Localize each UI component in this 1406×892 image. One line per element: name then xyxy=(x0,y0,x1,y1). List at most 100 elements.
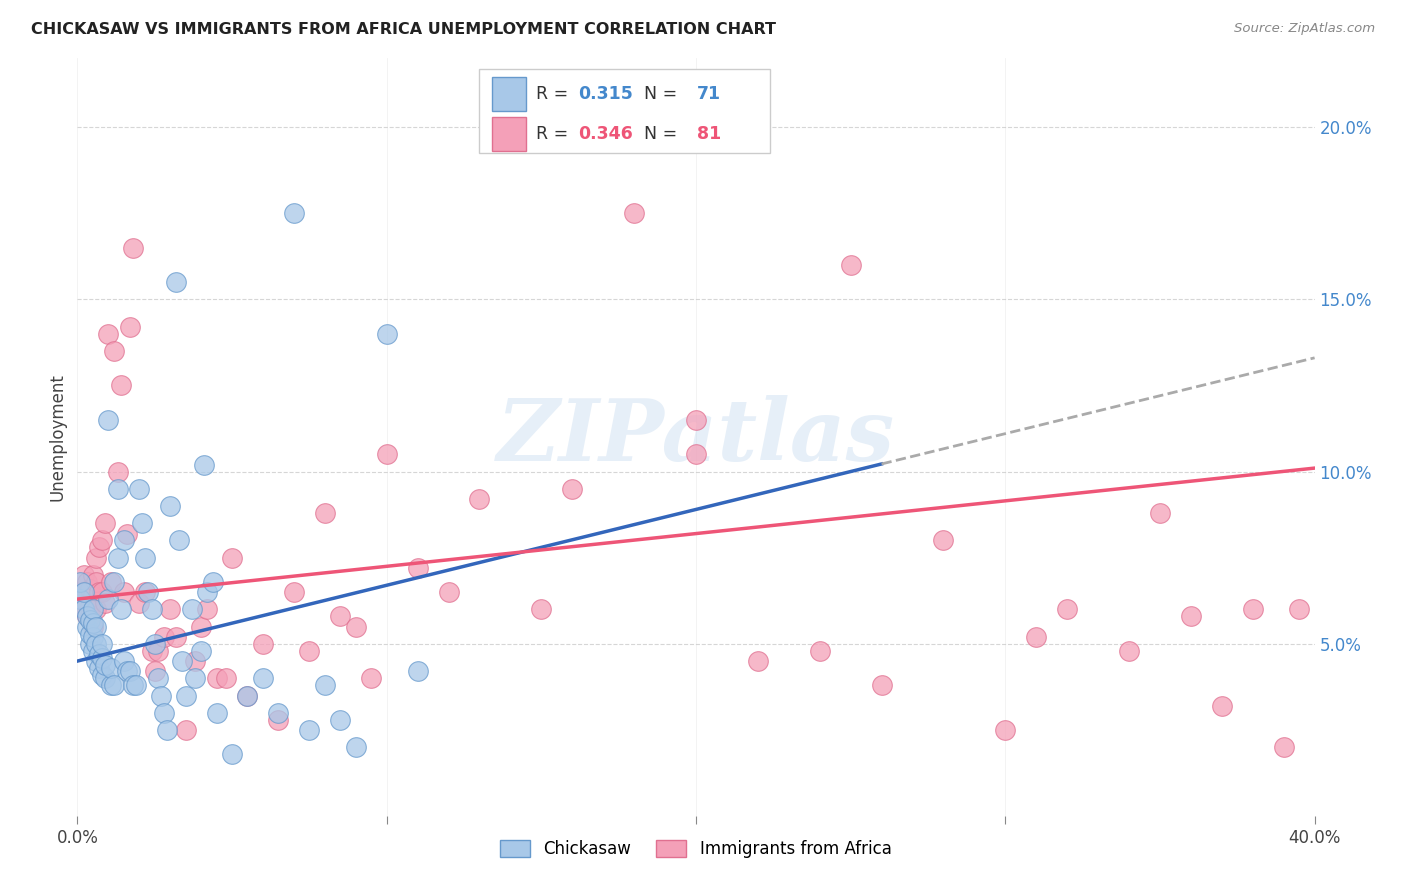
Point xyxy=(1211,698,1233,713)
Point xyxy=(298,723,321,737)
Point xyxy=(437,585,460,599)
Point xyxy=(87,585,110,599)
Point xyxy=(195,585,218,599)
Point xyxy=(193,458,215,472)
Point xyxy=(561,482,583,496)
Point xyxy=(82,644,104,658)
Point xyxy=(82,589,104,603)
Point xyxy=(94,657,117,672)
Point xyxy=(716,120,738,134)
Point xyxy=(100,678,122,692)
Point xyxy=(1272,740,1295,755)
Point xyxy=(685,413,707,427)
Point xyxy=(131,516,153,531)
Point xyxy=(115,526,138,541)
Point xyxy=(870,678,893,692)
Point xyxy=(91,533,114,548)
Point xyxy=(112,585,135,599)
Point xyxy=(172,654,194,668)
Point xyxy=(267,706,290,720)
Point xyxy=(138,585,160,599)
Point xyxy=(1118,644,1140,658)
Point xyxy=(221,550,243,565)
Point xyxy=(87,661,110,675)
Point xyxy=(79,582,101,596)
Point xyxy=(72,602,94,616)
Point xyxy=(69,595,91,609)
Point xyxy=(84,574,107,589)
Point xyxy=(375,326,398,341)
Text: 81: 81 xyxy=(697,126,721,144)
Point xyxy=(134,585,156,599)
Point xyxy=(79,599,101,613)
Point xyxy=(184,654,207,668)
Point xyxy=(180,602,202,616)
Point xyxy=(72,568,94,582)
Point xyxy=(76,574,98,589)
Point xyxy=(69,574,91,589)
Point xyxy=(205,671,228,685)
Point xyxy=(1180,609,1202,624)
Point xyxy=(97,592,120,607)
Point xyxy=(128,482,150,496)
Point xyxy=(84,637,107,651)
Point xyxy=(79,613,101,627)
Point xyxy=(344,619,367,633)
Point xyxy=(76,609,98,624)
Point xyxy=(165,275,187,289)
Point xyxy=(1241,602,1264,616)
Point xyxy=(146,644,169,658)
Point xyxy=(375,447,398,461)
Point xyxy=(125,678,148,692)
Point xyxy=(82,616,104,631)
Point xyxy=(72,602,94,616)
Point xyxy=(91,668,114,682)
Point xyxy=(91,585,114,599)
Text: CHICKASAW VS IMMIGRANTS FROM AFRICA UNEMPLOYMENT CORRELATION CHART: CHICKASAW VS IMMIGRANTS FROM AFRICA UNEM… xyxy=(31,22,776,37)
Point xyxy=(932,533,955,548)
FancyBboxPatch shape xyxy=(479,70,770,153)
Point xyxy=(82,602,104,616)
Point xyxy=(165,630,187,644)
Point xyxy=(91,637,114,651)
Point xyxy=(110,378,132,392)
Point xyxy=(87,647,110,661)
Point xyxy=(252,637,274,651)
Point xyxy=(84,654,107,668)
Point xyxy=(146,671,169,685)
Point xyxy=(141,602,163,616)
Point xyxy=(134,550,156,565)
Point xyxy=(103,343,125,358)
Text: R =: R = xyxy=(536,126,574,144)
Point xyxy=(468,492,491,507)
FancyBboxPatch shape xyxy=(492,118,526,152)
Text: N =: N = xyxy=(633,126,683,144)
Point xyxy=(118,665,141,679)
Point xyxy=(1149,506,1171,520)
Point xyxy=(406,561,429,575)
Point xyxy=(994,723,1017,737)
Point xyxy=(128,595,150,609)
Point xyxy=(149,689,172,703)
Point xyxy=(159,499,181,513)
Point xyxy=(122,240,145,254)
Point xyxy=(87,541,110,555)
Point xyxy=(122,678,145,692)
Point xyxy=(112,654,135,668)
Point xyxy=(100,661,122,675)
Point xyxy=(329,713,352,727)
Point xyxy=(184,671,207,685)
Point xyxy=(839,258,862,272)
Point xyxy=(84,550,107,565)
Text: 71: 71 xyxy=(697,86,721,103)
Point xyxy=(267,713,290,727)
Point xyxy=(236,689,259,703)
Point xyxy=(72,585,94,599)
Point xyxy=(82,568,104,582)
Point xyxy=(314,678,336,692)
Text: N =: N = xyxy=(633,86,683,103)
Point xyxy=(329,609,352,624)
Point xyxy=(174,689,197,703)
Point xyxy=(252,671,274,685)
Point xyxy=(314,506,336,520)
